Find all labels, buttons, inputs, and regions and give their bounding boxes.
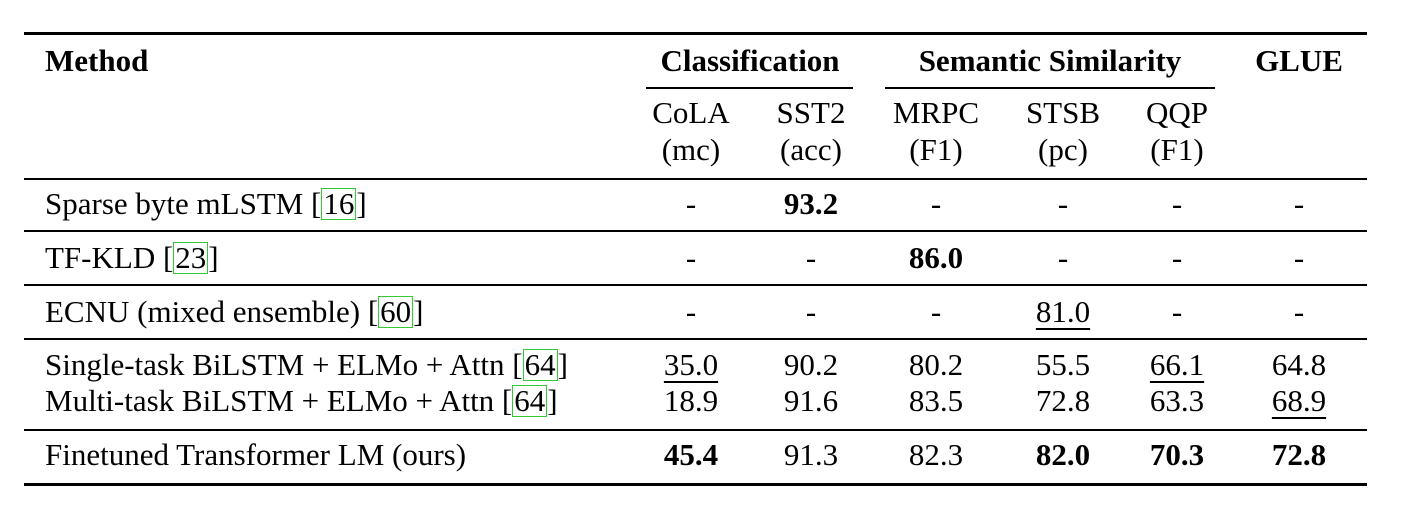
cell-cola: 35.0 — [663, 347, 719, 382]
citation-link[interactable]: 60 — [378, 294, 414, 329]
row-method-label: Multi-task BiLSTM + ELMo + Attn [ — [45, 383, 513, 418]
classification-group-rule — [646, 87, 853, 89]
header-rule — [24, 178, 1367, 180]
cell-sst2: 90.2 — [783, 347, 839, 382]
cell-sst2: - — [805, 294, 817, 329]
cell-cola: 45.4 — [663, 437, 719, 472]
cell-cola: - — [685, 294, 697, 329]
header-group-classification: Classification — [660, 43, 840, 78]
row-method: Finetuned Transformer LM (ours) — [45, 437, 466, 473]
cell-glue: - — [1293, 240, 1305, 275]
cell-qqp: - — [1171, 240, 1183, 275]
citation-link[interactable]: 64 — [512, 383, 548, 418]
cell-qqp: - — [1171, 294, 1183, 329]
cell-mrpc: - — [930, 294, 942, 329]
row-method-label: Finetuned Transformer LM (ours) — [45, 437, 467, 472]
citation-link[interactable]: 64 — [522, 347, 558, 382]
row-rule-3 — [24, 338, 1367, 340]
header-col-mrpc: MRPC — [892, 95, 980, 130]
citation-close-bracket: ] — [557, 347, 568, 382]
row-method: Multi-task BiLSTM + ELMo + Attn [64] — [45, 383, 558, 419]
cell-mrpc: 80.2 — [908, 347, 964, 382]
citation-close-bracket: ] — [208, 240, 219, 275]
cell-glue: 68.9 — [1271, 383, 1327, 418]
header-col-sst2-unit: (acc) — [780, 132, 842, 167]
cell-glue: - — [1293, 186, 1305, 221]
row-rule-1 — [24, 230, 1367, 232]
header-col-stsb: STSB — [1025, 95, 1101, 130]
citation-close-bracket: ] — [547, 383, 558, 418]
cell-mrpc: 82.3 — [908, 437, 964, 472]
row-method-label: TF-KLD [ — [45, 240, 174, 275]
cell-cola: 18.9 — [663, 383, 719, 418]
cell-stsb: - — [1057, 240, 1069, 275]
cell-stsb: 81.0 — [1035, 294, 1091, 329]
cell-mrpc: 83.5 — [908, 383, 964, 418]
cell-sst2: - — [805, 240, 817, 275]
header-group-semantic-similarity: Semantic Similarity — [918, 43, 1182, 78]
header-col-cola-unit: (mc) — [661, 132, 721, 167]
cell-cola: - — [685, 186, 697, 221]
cell-stsb: 82.0 — [1035, 437, 1091, 472]
header-col-mrpc-unit: (F1) — [909, 132, 963, 167]
cell-stsb: 72.8 — [1035, 383, 1091, 418]
cell-glue: - — [1293, 294, 1305, 329]
cell-stsb: 55.5 — [1035, 347, 1091, 382]
bottom-rule — [24, 483, 1367, 486]
cell-qqp: - — [1171, 186, 1183, 221]
top-rule — [24, 32, 1367, 35]
cell-glue: 64.8 — [1271, 347, 1327, 382]
citation-link[interactable]: 23 — [173, 240, 209, 275]
cell-mrpc: - — [930, 186, 942, 221]
header-col-stsb-unit: (pc) — [1038, 132, 1088, 167]
cell-qqp: 63.3 — [1149, 383, 1205, 418]
row-method-label: ECNU (mixed ensemble) [ — [45, 294, 379, 329]
cell-qqp: 70.3 — [1149, 437, 1205, 472]
cell-sst2: 93.2 — [783, 186, 839, 221]
row-rule-2 — [24, 284, 1367, 286]
cell-glue: 72.8 — [1271, 437, 1327, 472]
cell-sst2: 91.6 — [783, 383, 839, 418]
citation-close-bracket: ] — [413, 294, 424, 329]
row-method: Single-task BiLSTM + ELMo + Attn [64] — [45, 347, 568, 383]
citation-link[interactable]: 16 — [321, 186, 357, 221]
row-method-label: Single-task BiLSTM + ELMo + Attn [ — [45, 347, 523, 382]
header-method: Method — [45, 43, 149, 78]
row-method: ECNU (mixed ensemble) [60] — [45, 294, 424, 330]
header-col-sst2: SST2 — [776, 95, 846, 130]
header-col-qqp: QQP — [1145, 95, 1209, 130]
cell-qqp: 66.1 — [1149, 347, 1205, 382]
header-group-glue: GLUE — [1255, 43, 1343, 78]
cell-mrpc: 86.0 — [908, 240, 964, 275]
row-method-label: Sparse byte mLSTM [ — [45, 186, 322, 221]
citation-close-bracket: ] — [356, 186, 367, 221]
cell-sst2: 91.3 — [783, 437, 839, 472]
row-method: Sparse byte mLSTM [16] — [45, 186, 367, 222]
header-col-qqp-unit: (F1) — [1150, 132, 1204, 167]
cell-cola: - — [685, 240, 697, 275]
row-method: TF-KLD [23] — [45, 240, 219, 276]
header-col-cola: CoLA — [652, 95, 730, 130]
semantic-similarity-group-rule — [885, 87, 1215, 89]
row-rule-4 — [24, 429, 1367, 431]
cell-stsb: - — [1057, 186, 1069, 221]
